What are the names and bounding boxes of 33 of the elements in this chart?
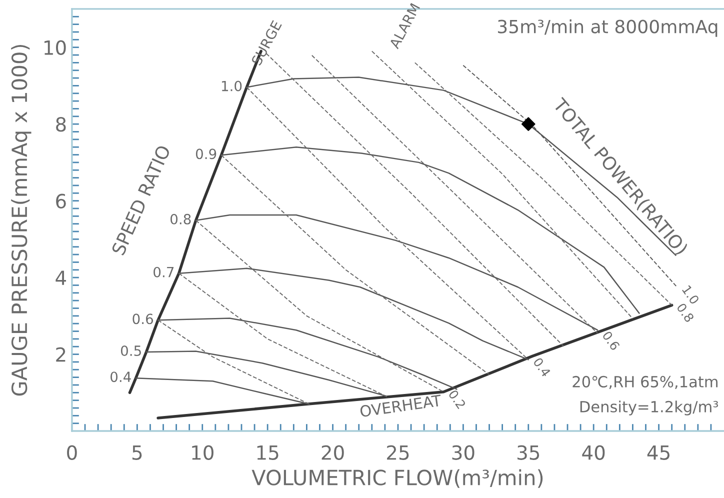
y-tick-label: 4 <box>56 270 66 285</box>
x-tick-label: 5 <box>132 446 142 460</box>
series-label: 1.0 <box>222 80 242 92</box>
text: 0.2 <box>448 389 466 410</box>
annotation: OVERHEAT <box>360 394 442 418</box>
annotation: Density=1.2kg/m³ <box>580 400 718 416</box>
y-tick-label: 10 <box>44 40 66 55</box>
series-label: 0.8 <box>170 214 191 224</box>
text: 0.4 <box>532 356 552 378</box>
y-axis-title: GAUGE PRESSURE(mmAq x 1000) <box>11 44 32 396</box>
series-label: 0.5 <box>120 346 141 356</box>
series-label: 0.7 <box>154 266 174 278</box>
y-tick-label: 6 <box>56 194 66 208</box>
y-tick-label: 8 <box>56 117 66 132</box>
annotation: 35m³/min at 8000mmAq <box>498 19 718 37</box>
series-label: 0.9 <box>196 148 216 160</box>
x-tick-label: 45 <box>647 446 670 460</box>
x-tick-label: 25 <box>387 445 409 460</box>
x-tick-label: 15 <box>257 446 278 460</box>
text: 1.0 <box>682 284 700 305</box>
x-tick-label: 35 <box>518 445 540 460</box>
series-label: 0.6 <box>132 314 153 324</box>
series-label: 0.4 <box>110 372 131 382</box>
text: 0.8 <box>676 302 694 323</box>
x-tick-label: 40 <box>582 445 605 460</box>
x-tick-label: 10 <box>192 445 214 460</box>
text: 0.6 <box>602 330 620 351</box>
x-tick-label: 30 <box>452 445 474 460</box>
x-tick-label: 0 <box>67 445 77 460</box>
y-tick-label: 2 <box>56 347 66 362</box>
x-axis-title: VOLUMETRIC FLOW(m³/min) <box>252 469 543 488</box>
x-tick-label: 20 <box>322 445 344 460</box>
annotation: 20℃,RH 65%,1atm <box>572 376 718 390</box>
